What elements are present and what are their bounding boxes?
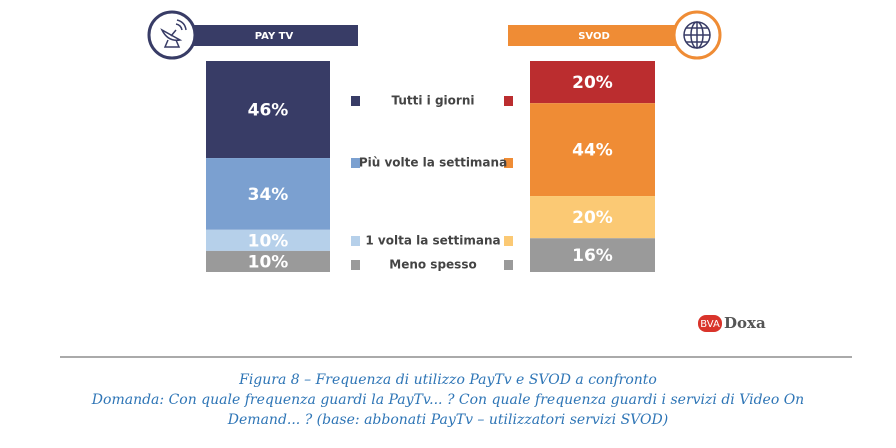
bar-segment: [530, 61, 655, 104]
legend-swatch: [351, 158, 360, 168]
logo-prefix: BVA: [700, 319, 720, 330]
legend-swatch: [351, 236, 360, 246]
bar-segment: [206, 229, 330, 251]
legend-swatch: [351, 96, 360, 106]
legend-label: Più volte la settimana: [359, 156, 507, 170]
caption-title: Figura 8 – Frequenza di utilizzo PayTv e…: [239, 372, 657, 388]
value-label: 20%: [572, 73, 613, 93]
bar-segment: [530, 103, 655, 197]
bar-segment: [530, 196, 655, 239]
bar-segment: [530, 238, 655, 272]
legend-label: Tutti i giorni: [392, 94, 475, 108]
value-label: 34%: [248, 185, 289, 205]
bar-segment: [206, 61, 330, 159]
value-label: 20%: [572, 208, 613, 228]
bar-segment: [206, 158, 330, 230]
legend-swatch: [504, 236, 513, 246]
series-header: SVOD: [578, 31, 610, 42]
satellite-icon: [160, 19, 187, 48]
legend-swatch: [351, 260, 360, 270]
legend-swatch: [504, 96, 513, 106]
logo-name: Doxa: [724, 314, 766, 332]
value-label: 46%: [248, 101, 289, 121]
legend-swatch: [504, 260, 513, 270]
bar-segment: [206, 250, 330, 272]
legend-label: Meno spesso: [389, 258, 476, 272]
logo-badge: [698, 315, 722, 332]
header-bar: [190, 25, 358, 46]
value-label: 10%: [248, 252, 289, 272]
value-label: 16%: [572, 246, 613, 266]
series-header: PAY TV: [255, 31, 294, 42]
caption-subtitle: Domanda: Con quale frequenza guardi la P…: [91, 392, 805, 428]
header-bar: [508, 25, 680, 46]
legend-label: 1 volta la settimana: [365, 234, 500, 248]
value-label: 44%: [572, 141, 613, 161]
globe-icon: [683, 21, 711, 49]
legend-swatch: [504, 158, 513, 168]
value-label: 10%: [248, 231, 289, 251]
